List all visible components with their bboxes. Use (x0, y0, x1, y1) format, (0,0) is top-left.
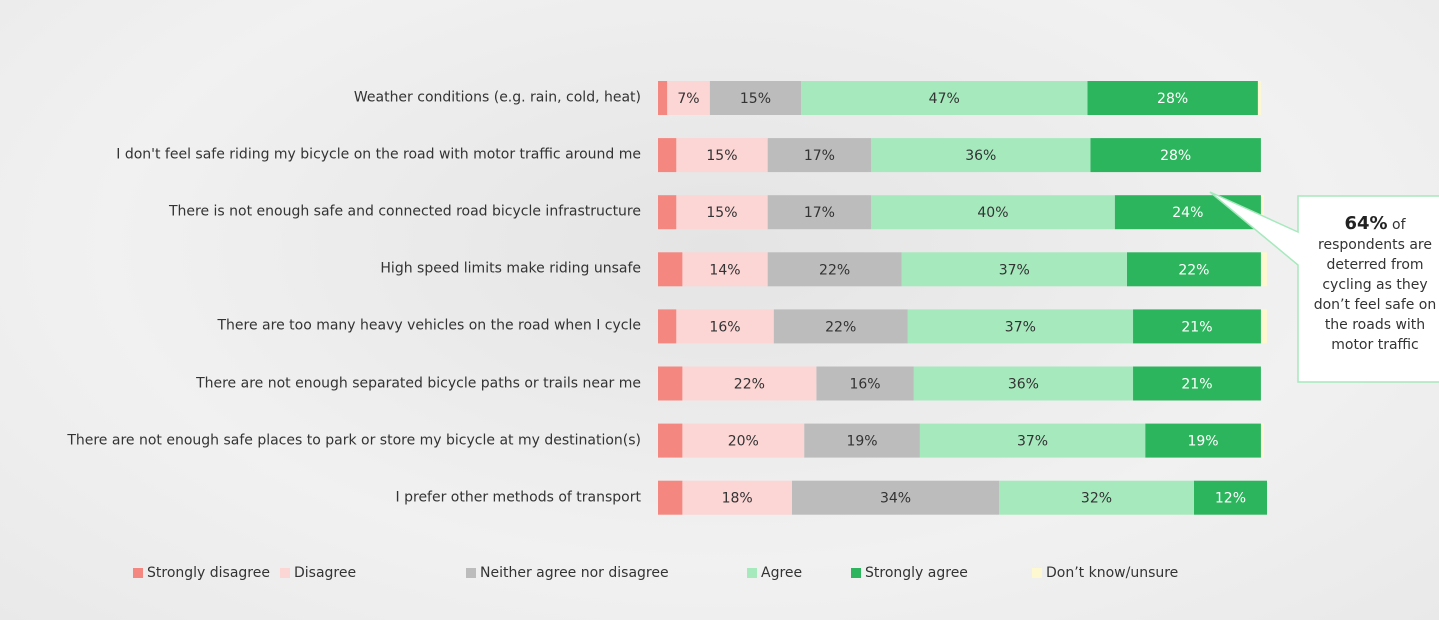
legend-swatch (133, 568, 143, 578)
category-label: There are not enough safe places to park… (67, 430, 641, 451)
bar-segment (658, 367, 682, 401)
value-label: 32% (1081, 491, 1112, 507)
bar-segment (1258, 81, 1261, 115)
legend-swatch (851, 568, 861, 578)
category-label: There is not enough safe and connected r… (169, 202, 641, 223)
value-label: 19% (1187, 434, 1218, 450)
category-label: Weather conditions (e.g. rain, cold, hea… (354, 88, 641, 109)
value-label: 24% (1172, 205, 1203, 221)
callout: 64% of respondents are deterred from cyc… (1299, 196, 1439, 382)
value-label: 21% (1181, 377, 1212, 393)
value-label: 36% (1008, 377, 1039, 393)
legend-swatch (280, 568, 290, 578)
value-label: 17% (804, 148, 835, 164)
category-label: I don't feel safe riding my bicycle on t… (116, 145, 641, 166)
category-label-row: High speed limits make riding unsafe (1, 259, 641, 280)
value-label: 47% (929, 91, 960, 107)
value-label: 36% (965, 148, 996, 164)
legend-item: Strongly disagree (133, 565, 270, 581)
value-label: 14% (709, 262, 740, 278)
value-label: 37% (1017, 434, 1048, 450)
bar-segment (1261, 424, 1264, 458)
value-label: 22% (734, 377, 765, 393)
category-label-row: I don't feel safe riding my bicycle on t… (1, 145, 641, 166)
value-label: 22% (1178, 262, 1209, 278)
bar-segment (658, 309, 676, 343)
value-label: 28% (1160, 148, 1191, 164)
value-label: 15% (706, 148, 737, 164)
legend-label: Strongly agree (865, 565, 968, 581)
bar-segment (658, 195, 676, 229)
category-label-row: There are not enough separated bicycle p… (1, 373, 641, 394)
category-label-row: Weather conditions (e.g. rain, cold, hea… (1, 88, 641, 109)
bar-segment (658, 424, 682, 458)
value-label: 37% (1005, 319, 1036, 335)
value-label: 16% (709, 319, 740, 335)
value-label: 18% (722, 491, 753, 507)
legend-label: Agree (761, 565, 802, 581)
value-label: 20% (728, 434, 759, 450)
bar-segment (1261, 309, 1267, 343)
callout-value: 64% (1344, 213, 1387, 234)
legend-item: Disagree (280, 565, 356, 581)
page: 7% 15% 47% 28% 15% 17% 36% 28% 15% 17% 40% 24% 14% 22… (0, 0, 1439, 620)
bar-segment (658, 481, 682, 515)
category-label-row: I prefer other methods of transport (1, 487, 641, 508)
legend-label: Neither agree nor disagree (480, 565, 669, 581)
callout-text: of respondents are deterred from cycling… (1314, 217, 1437, 353)
value-label: 34% (880, 491, 911, 507)
category-label: High speed limits make riding unsafe (380, 259, 641, 280)
value-label: 19% (846, 434, 877, 450)
legend-label: Disagree (294, 565, 356, 581)
category-label-row: There are too many heavy vehicles on the… (1, 316, 641, 337)
legend-swatch (1032, 568, 1042, 578)
category-label: There are too many heavy vehicles on the… (218, 316, 642, 337)
legend-swatch (466, 568, 476, 578)
category-label-row: There are not enough safe places to park… (1, 430, 641, 451)
legend-item: Neither agree nor disagree (466, 565, 669, 581)
legend-item: Strongly agree (851, 565, 968, 581)
bar-segment (1261, 252, 1267, 286)
category-label: I prefer other methods of transport (396, 487, 641, 508)
value-label: 16% (849, 377, 880, 393)
category-label-row: There is not enough safe and connected r… (1, 202, 641, 223)
bar-segment (658, 138, 676, 172)
value-label: 40% (977, 205, 1008, 221)
legend-item: Don’t know/unsure (1032, 565, 1178, 581)
legend-swatch (747, 568, 757, 578)
value-label: 17% (804, 205, 835, 221)
value-label: 37% (999, 262, 1030, 278)
value-label: 15% (740, 91, 771, 107)
value-label: 7% (677, 91, 699, 107)
legend-label: Strongly disagree (147, 565, 270, 581)
category-label: There are not enough separated bicycle p… (196, 373, 641, 394)
value-label: 12% (1215, 491, 1246, 507)
value-label: 22% (825, 319, 856, 335)
value-label: 15% (706, 205, 737, 221)
legend-item: Agree (747, 565, 802, 581)
value-label: 22% (819, 262, 850, 278)
value-label: 21% (1181, 319, 1212, 335)
legend-label: Don’t know/unsure (1046, 565, 1178, 581)
bar-segment (658, 252, 682, 286)
value-label: 28% (1157, 91, 1188, 107)
bar-segment (658, 81, 667, 115)
